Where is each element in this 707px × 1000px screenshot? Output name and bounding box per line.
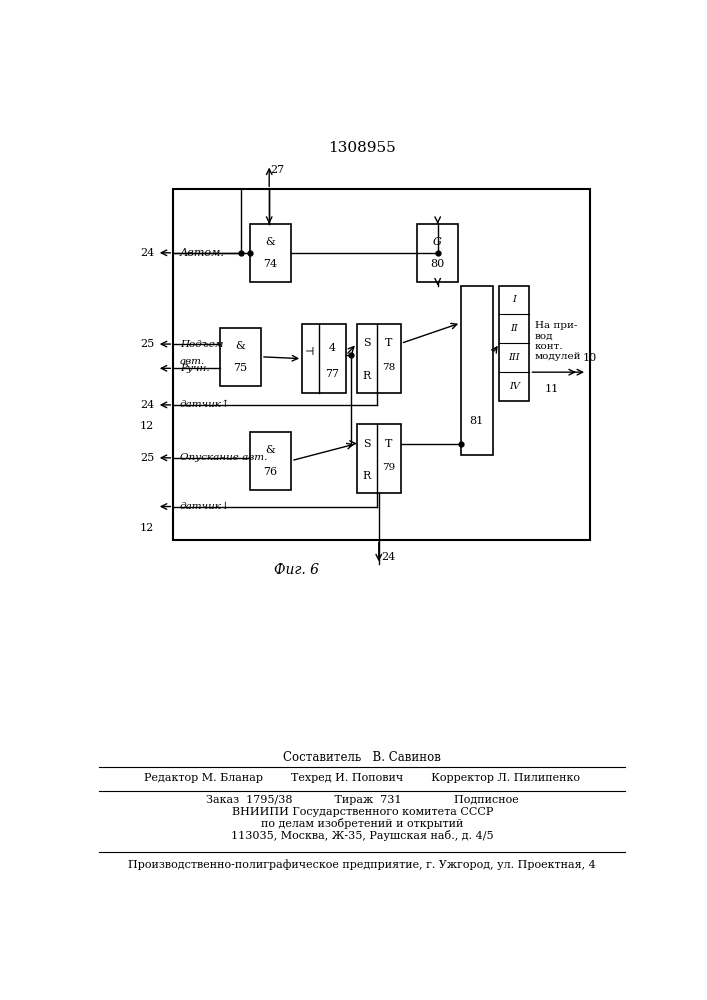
- Text: S: S: [363, 338, 370, 348]
- Text: III: III: [508, 353, 520, 362]
- Text: 76: 76: [264, 467, 278, 477]
- Text: 24: 24: [382, 552, 396, 562]
- Text: датчик↑: датчик↑: [180, 400, 230, 409]
- Text: &: &: [266, 445, 276, 455]
- Text: авт.: авт.: [180, 357, 205, 366]
- Text: Составитель   В. Савинов: Составитель В. Савинов: [284, 751, 441, 764]
- Text: T: T: [385, 439, 392, 449]
- Text: G: G: [433, 237, 442, 247]
- Bar: [417, 224, 458, 282]
- Text: IV: IV: [509, 382, 520, 391]
- Text: 27: 27: [270, 165, 284, 175]
- Bar: [461, 286, 493, 455]
- Text: 74: 74: [264, 259, 278, 269]
- Text: T: T: [385, 338, 392, 348]
- Bar: [250, 224, 291, 282]
- Bar: [173, 189, 590, 540]
- Text: 79: 79: [382, 463, 395, 472]
- Text: На при-
вод
конт.
модулей: На при- вод конт. модулей: [535, 321, 581, 361]
- Text: 12: 12: [140, 523, 154, 533]
- Text: Заказ  1795/38            Тираж  731               Подписное: Заказ 1795/38 Тираж 731 Подписное: [206, 795, 519, 805]
- Text: Автом.: Автом.: [180, 248, 225, 258]
- Bar: [302, 324, 346, 393]
- Text: ⊣: ⊣: [305, 347, 315, 357]
- Text: II: II: [510, 324, 518, 333]
- Text: по делам изобретений и открытий: по делам изобретений и открытий: [261, 818, 464, 829]
- Text: Ручн.: Ручн.: [180, 364, 209, 373]
- Text: 75: 75: [233, 363, 247, 373]
- Text: Опускание авт.: Опускание авт.: [180, 453, 267, 462]
- Text: R: R: [363, 471, 370, 481]
- Text: 4: 4: [328, 343, 335, 353]
- Text: I: I: [513, 295, 516, 304]
- Text: 10: 10: [583, 353, 597, 363]
- Text: 80: 80: [431, 259, 445, 269]
- Text: 78: 78: [382, 363, 395, 372]
- Text: &: &: [266, 237, 276, 247]
- Bar: [357, 424, 401, 493]
- Text: 113035, Москва, Ж-35, Раушская наб., д. 4/5: 113035, Москва, Ж-35, Раушская наб., д. …: [231, 830, 493, 841]
- Text: 24: 24: [140, 248, 154, 258]
- Bar: [357, 324, 401, 393]
- Text: R: R: [363, 371, 370, 381]
- Text: ВНИИПИ Государственного комитета СССР: ВНИИПИ Государственного комитета СССР: [232, 807, 493, 817]
- Bar: [499, 286, 530, 401]
- Text: Производственно-полиграфическое предприятие, г. Ужгород, ул. Проектная, 4: Производственно-полиграфическое предприя…: [129, 859, 596, 870]
- Text: 11: 11: [544, 384, 559, 394]
- Text: 81: 81: [469, 416, 484, 426]
- Text: 77: 77: [325, 369, 339, 379]
- Text: 25: 25: [140, 339, 154, 349]
- Text: 25: 25: [140, 453, 154, 463]
- Text: 12: 12: [140, 421, 154, 431]
- Text: датчик↓: датчик↓: [180, 502, 230, 511]
- Text: Подъем: Подъем: [180, 340, 223, 349]
- Text: Фиг. 6: Фиг. 6: [274, 563, 319, 577]
- Bar: [250, 432, 291, 490]
- Text: 24: 24: [140, 400, 154, 410]
- Text: Редактор М. Бланар        Техред И. Попович        Корректор Л. Пилипенко: Редактор М. Бланар Техред И. Попович Кор…: [144, 773, 580, 783]
- Text: 1308955: 1308955: [329, 141, 396, 155]
- Text: &: &: [235, 341, 245, 351]
- Text: S: S: [363, 439, 370, 449]
- Bar: [220, 328, 261, 386]
